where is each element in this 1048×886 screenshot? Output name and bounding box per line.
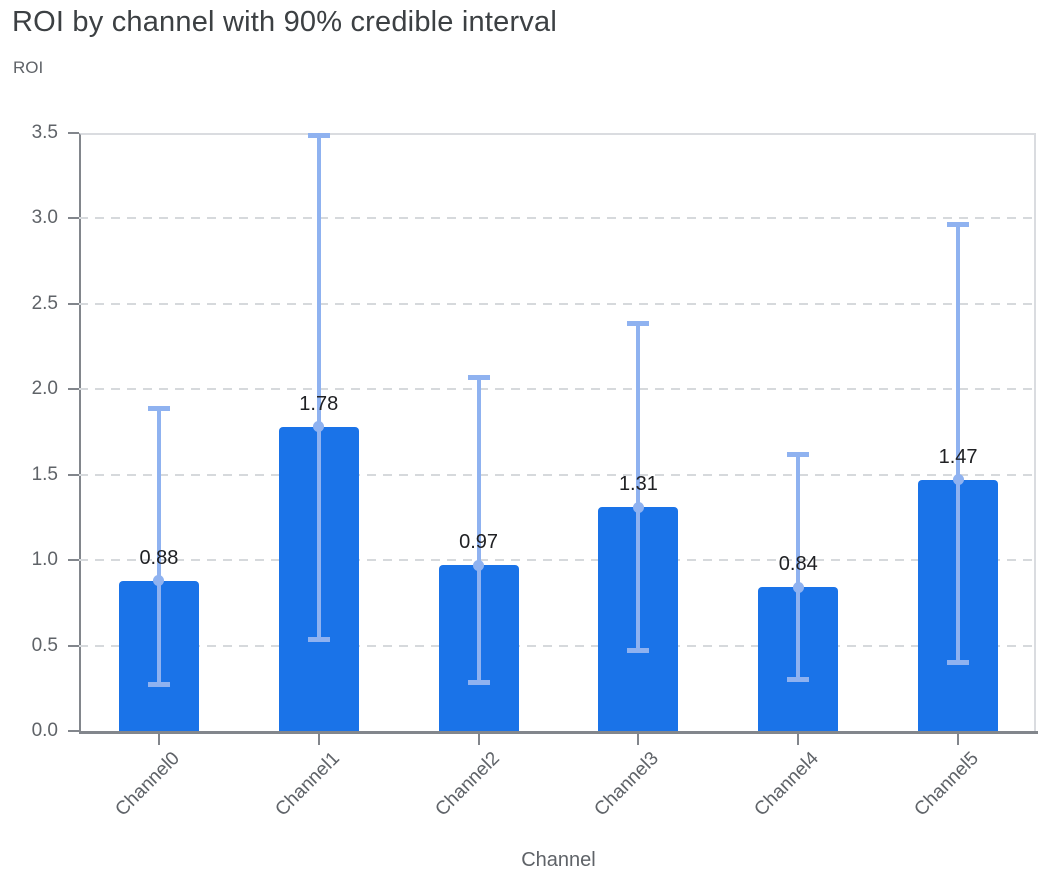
gridline-0.5: [79, 644, 1038, 647]
chart-title: ROI by channel with 90% credible interva…: [12, 6, 557, 38]
y-tick-label-2.0: 2.0: [31, 378, 58, 400]
y-tick-label-0.5: 0.5: [31, 634, 58, 656]
error-bar-channel3: [636, 322, 641, 651]
gridline-2.0: [79, 388, 1038, 391]
error-bar-cap-bottom-channel2: [467, 680, 490, 686]
x-tick-channel5: [957, 734, 960, 745]
x-tick-channel1: [317, 734, 320, 745]
y-tick-1.0: [68, 559, 79, 562]
error-bar-channel5: [956, 223, 961, 663]
gridline-2.5: [79, 302, 1038, 305]
y-tick-3.0: [68, 217, 79, 220]
x-tick-channel2: [477, 734, 480, 745]
gridline-3.0: [79, 217, 1038, 220]
y-tick-2.5: [68, 302, 79, 305]
error-bar-cap-bottom-channel3: [627, 647, 650, 653]
mean-marker-channel2: [473, 559, 485, 571]
error-bar-cap-bottom-channel0: [147, 681, 170, 687]
error-bar-cap-bottom-channel5: [947, 659, 970, 665]
gridline-1.5: [79, 473, 1038, 476]
error-bar-channel1: [316, 134, 321, 641]
y-tick-label-1.0: 1.0: [31, 549, 58, 571]
error-bar-cap-top-channel1: [307, 132, 330, 138]
bar-value-label-channel4: 0.84: [778, 553, 818, 576]
y-tick-label-3.0: 3.0: [31, 207, 58, 229]
bar-value-label-channel3: 1.31: [618, 473, 658, 496]
y-tick-label-0.0: 0.0: [31, 720, 58, 741]
y-tick-0.0: [68, 730, 79, 732]
y-tick-1.5: [68, 473, 79, 476]
error-bar-cap-bottom-channel4: [787, 676, 810, 682]
x-axis-line: [79, 731, 1038, 734]
error-bar-cap-top-channel2: [467, 375, 490, 381]
mean-marker-channel0: [153, 575, 165, 587]
y-tick-3.5: [68, 132, 79, 134]
mean-marker-channel3: [632, 501, 644, 513]
error-bar-channel2: [476, 377, 481, 684]
bar-value-label-channel1: 1.78: [299, 392, 339, 415]
x-tick-channel3: [637, 734, 640, 745]
bar-value-label-channel5: 1.47: [938, 445, 978, 468]
y-tick-label-1.5: 1.5: [31, 463, 58, 485]
mean-marker-channel1: [313, 421, 325, 433]
error-bar-cap-top-channel3: [627, 320, 650, 326]
error-bar-channel0: [156, 408, 161, 685]
error-bar-channel4: [796, 454, 801, 680]
bar-value-label-channel0: 0.88: [139, 546, 179, 569]
gridline-1.0: [79, 559, 1038, 562]
y-tick-2.0: [68, 388, 79, 391]
error-bar-cap-top-channel0: [147, 406, 170, 412]
plot-area: [79, 133, 1036, 731]
x-tick-channel4: [797, 734, 800, 745]
mean-marker-channel4: [792, 581, 804, 593]
error-bar-cap-bottom-channel1: [307, 637, 330, 643]
y-tick-0.5: [68, 644, 79, 647]
y-axis-title: ROI: [13, 58, 44, 77]
error-bar-cap-top-channel4: [787, 452, 810, 458]
error-bar-cap-top-channel5: [947, 221, 970, 227]
y-tick-label-3.5: 3.5: [31, 122, 58, 143]
x-axis-title: Channel: [521, 849, 596, 871]
y-tick-label-2.5: 2.5: [31, 292, 58, 314]
bar-value-label-channel2: 0.97: [459, 531, 499, 554]
x-tick-channel0: [157, 734, 160, 745]
mean-marker-channel5: [952, 474, 964, 486]
